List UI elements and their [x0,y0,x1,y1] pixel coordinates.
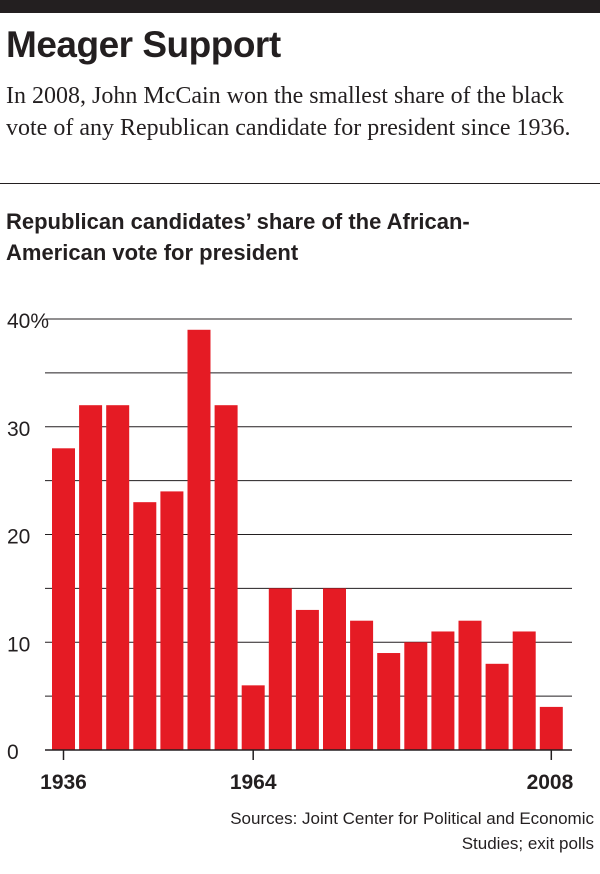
bars [52,329,563,750]
bar-2000 [485,663,509,750]
y-tick-label: 20 [7,526,30,549]
bar-2004 [512,631,536,750]
x-tick-label: 1936 [40,771,87,794]
bar-1980 [350,620,374,750]
y-tick-label: 40% [7,310,49,333]
bar-1956 [187,329,211,750]
bar-1960 [214,405,238,750]
bar-2008 [539,706,563,750]
bar-1988 [404,642,428,750]
bar-1952 [160,491,184,750]
bar-1968 [268,588,292,750]
bar-1948 [133,502,157,750]
bar-1992 [431,631,455,750]
x-tick-label: 1964 [230,771,277,794]
section-divider [0,183,600,184]
y-tick-label: 30 [7,418,30,441]
bar-1944 [106,405,130,750]
bar-1936 [52,448,75,750]
bar-1964 [241,685,265,750]
bar-1984 [377,653,401,750]
source-note: Sources: Joint Center for Political and … [230,809,594,853]
x-tick-label: 2008 [527,771,574,794]
y-tick-label: 10 [7,633,30,656]
chart-title: Republican candidates’ share of the Afri… [6,209,470,265]
page-title: Meager Support [6,24,281,65]
top-rule [0,0,600,13]
y-tick-label: 0 [7,741,19,764]
axes: 40% 30 20 10 0 1936 1964 2008 [7,310,574,794]
bar-chart: 40% 30 20 10 0 1936 1964 2008 [7,310,574,794]
page-subtitle: In 2008, John McCain won the smallest sh… [6,83,571,141]
bar-1996 [458,620,482,750]
bar-1972 [295,609,319,750]
bar-1940 [79,405,103,750]
bar-1976 [323,588,346,750]
